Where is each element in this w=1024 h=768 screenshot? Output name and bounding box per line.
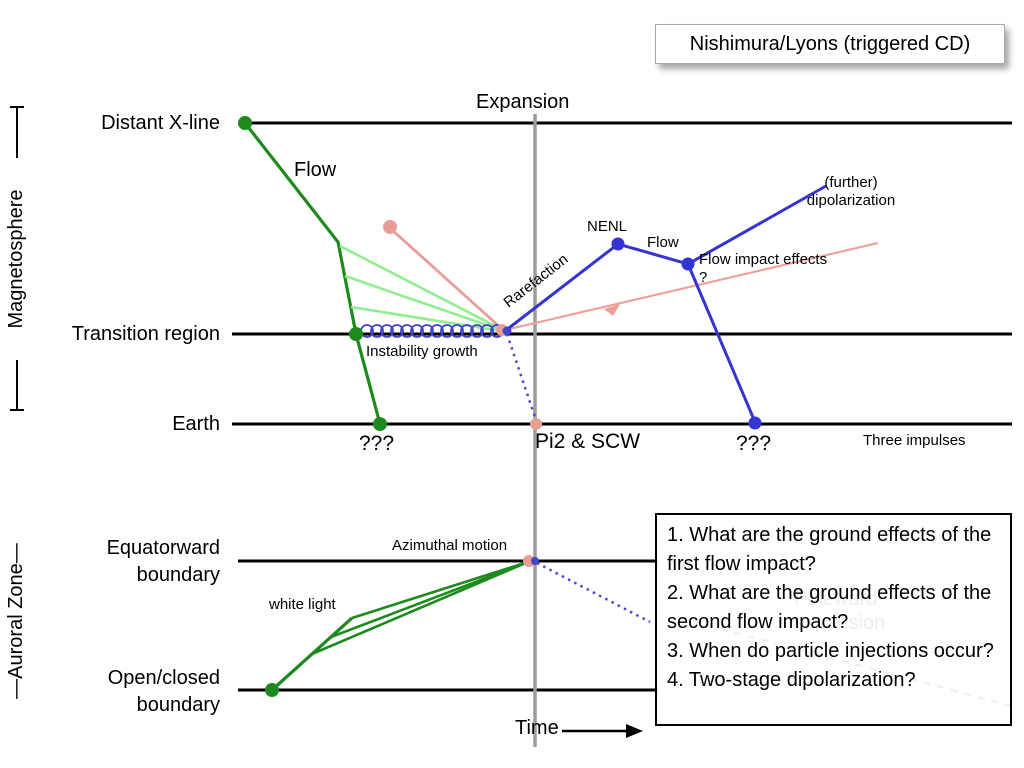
further-dipolarization-label: (further) dipolarization — [806, 174, 896, 209]
unknown-right-label: ??? — [736, 432, 772, 455]
green-dots — [238, 116, 387, 697]
title-box: Nishimura/Lyons (triggered CD) — [655, 24, 1005, 64]
pi2-scw-label: Pi2 & SCW — [535, 430, 641, 453]
earthward-flow-path — [243, 122, 382, 425]
junction-dots — [496, 324, 542, 567]
flow-impact-effects-label: Flow impact effects ? — [699, 251, 828, 286]
nenl-flow-path — [504, 184, 827, 423]
unknown-left-label: ??? — [359, 432, 395, 455]
time-label: Time — [515, 717, 559, 739]
magnetosphere-axis-label: Magnetosphere — [5, 189, 27, 329]
instability-growth-label: Instability growth — [366, 343, 478, 360]
instability-coil — [360, 324, 504, 338]
flow-impact-line — [504, 242, 879, 331]
auroral-flow — [270, 560, 529, 692]
magnetosphere-axis — [10, 106, 24, 411]
three-impulses-label: Three impulses — [863, 432, 966, 449]
flow-fan-light — [339, 244, 502, 333]
azimuthal-motion-label: Azimuthal motion — [392, 537, 508, 554]
open-closed-boundary-label: Open/closed boundary — [107, 667, 220, 716]
title-text: Nishimura/Lyons (triggered CD) — [689, 32, 971, 55]
auroral-dotted-line — [536, 561, 651, 624]
question-item-3: 3. When do particle injections occur? — [667, 640, 994, 662]
question-item-4: 4. Two-stage dipolarization? — [667, 669, 916, 691]
pre-onset-flow — [383, 220, 502, 330]
earth-label: Earth — [172, 413, 220, 435]
white-light-label: white light — [269, 596, 336, 613]
flow-magnetosphere-label: Flow — [294, 159, 337, 181]
question-item-1: 1. What are the ground effects of the fi… — [667, 524, 992, 575]
equatorward-boundary-label: Equatorward boundary — [106, 537, 220, 586]
transition-region-label: Transition region — [71, 323, 220, 345]
distant-xline-label: Distant X-line — [101, 112, 220, 134]
questions-box: 1. What are the ground effects of the fi… — [655, 513, 1012, 726]
nenl-label: NENL — [587, 218, 628, 235]
time-arrow-icon — [562, 724, 643, 738]
question-item-2: 2. What are the ground effects of the se… — [667, 582, 992, 633]
auroral-zone-axis-label: —Auroral Zone— — [5, 543, 27, 699]
onset-to-ground-dotted-line — [505, 333, 538, 421]
dipolarization-dots — [611, 237, 762, 430]
expansion-label: Expansion — [476, 91, 570, 113]
flow-nenl-label: Flow — [647, 234, 679, 251]
